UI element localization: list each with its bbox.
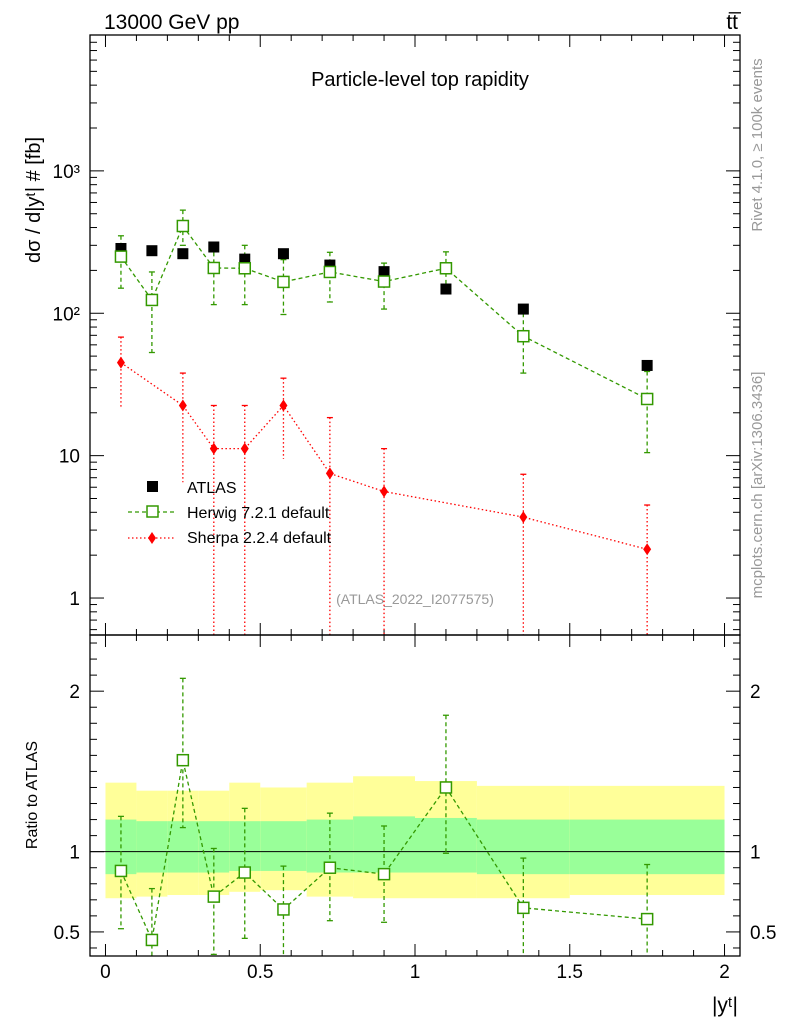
herwig-point [517,329,530,343]
legend: ATLAS Herwig 7.2.1 default Sherpa 2.2.4 … [128,480,332,547]
herwig-point [323,265,337,279]
x-tick-label: 0 [100,962,111,983]
ratio-tick-label-right: 1 [750,843,761,864]
x-tick-label: 0.5 [247,962,273,983]
legend-sherpa-marker [148,532,156,544]
herwig-ratio-point [323,861,337,874]
atlas-point [324,259,336,271]
herwig-ratio-point [207,890,221,903]
analysis-label: (ATLAS_2022_I2077575) [336,591,494,607]
inner-band-bin [167,821,199,873]
herwig-point [640,392,654,406]
sherpa-point [178,399,187,412]
atlas-point [208,241,220,253]
sherpa-point [279,399,288,412]
atlas-point [378,266,390,278]
legend-atlas-marker [147,481,158,492]
sherpa-point [325,467,334,480]
atlas-point [277,248,289,260]
ratio-tick-label-left: 2 [69,682,80,703]
ratio-y-axis-label: Ratio to ATLAS [24,741,41,849]
atlas-point [641,359,653,371]
inner-band-bin [476,819,570,875]
ratio-tick-label-right: 2 [750,682,761,703]
y-tick-label: 10 [59,447,80,468]
inner-band-bin [260,821,307,871]
herwig-point [439,262,453,275]
x-tick-label: 1 [410,962,421,983]
atlas-point [440,283,452,295]
y-axis-label: dσ / d|yᵗ| # [fb] [23,137,45,263]
legend-herwig-marker [146,505,159,518]
process-label: tt̅ [726,11,742,34]
x-axis-label: |yᵗ| [712,994,738,1017]
chart-title: Particle-level top rapidity [311,69,529,91]
sherpa-point [380,485,389,498]
rivet-label: Rivet 4.1.0, ≥ 100k events [749,58,766,231]
herwig-ratio-point [517,901,530,915]
atlas-point [239,253,251,265]
ratio-uncertainty-bands [105,776,725,899]
herwig-ratio-point [640,912,654,926]
herwig-ratio-point [176,753,190,767]
y-tick-label: 1 [69,589,80,610]
y-tick-label: 10³ [53,162,80,183]
data-series [114,209,654,635]
ratio-series [114,677,654,956]
herwig-ratio-point [377,867,391,881]
herwig-point [114,250,128,263]
legend-atlas-label: ATLAS [187,480,237,497]
atlas-point [177,248,189,260]
herwig-ratio-point [277,903,290,916]
herwig-ratio-point [439,781,453,794]
sherpa-point [643,543,652,556]
y-tick-label: 10² [53,304,80,325]
herwig-point [238,262,252,275]
atlas-point [146,245,158,257]
ratio-tick-label-left: 1 [69,843,80,864]
sherpa-point [519,511,528,524]
axis-ticks [90,34,740,956]
inner-band-bin [415,817,477,873]
herwig-point [145,293,159,307]
herwig-ratio-point [114,864,128,878]
sherpa-point [209,442,218,455]
x-tick-label: 2 [719,962,730,983]
ratio-tick-label-right: 0.5 [750,923,776,944]
herwig-point [176,219,190,233]
inner-band-bin [136,821,168,873]
herwig-ratio-point [145,933,159,947]
ratio-plot-frame [89,634,741,957]
ratio-tick-label-left: 0.5 [54,923,80,944]
herwig-ratio-point [238,866,252,879]
sherpa-point [116,356,125,369]
herwig-point [377,275,391,288]
atlas-point [517,303,529,315]
herwig-point [277,275,290,289]
legend-herwig-label: Herwig 7.2.1 default [187,505,330,522]
x-tick-label: 1.5 [557,962,583,983]
herwig-point [207,261,221,275]
sherpa-point [240,442,249,455]
atlas-point [115,242,127,254]
herwig-line [120,224,648,400]
source-label: mcplots.cern.ch [arXiv:1306.3436] [749,372,766,599]
energy-label: 13000 GeV pp [104,11,239,34]
axis-tick-labels: 0 0.5 1 1.5 2 1 10 10² 10³ 0.5 0.5 1 1 2 2 [53,162,777,983]
legend-sherpa-label: Sherpa 2.2.4 default [187,530,332,547]
